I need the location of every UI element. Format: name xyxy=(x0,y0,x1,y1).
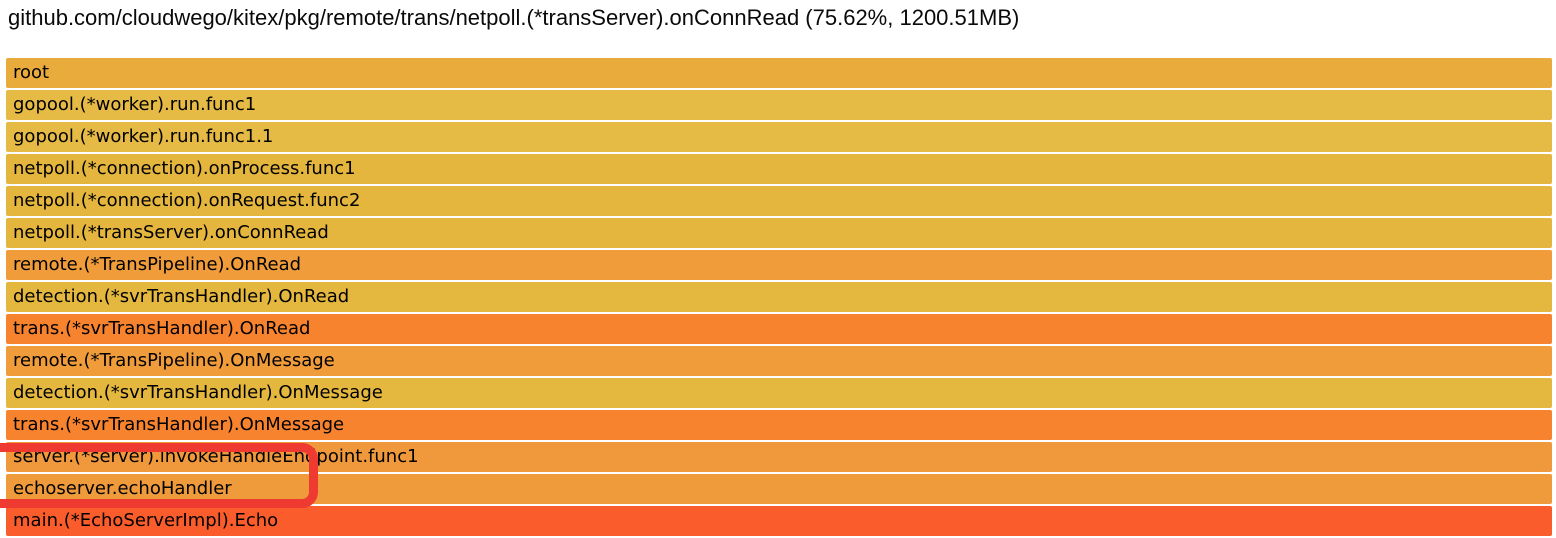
flame-frame[interactable]: root xyxy=(6,58,1552,88)
flame-frame[interactable]: main.(*EchoServerImpl).Echo xyxy=(6,506,1552,536)
flame-frame[interactable]: gopool.(*worker).run.func1 xyxy=(6,90,1552,120)
flame-frame[interactable]: trans.(*svrTransHandler).OnMessage xyxy=(6,410,1552,440)
flame-frame[interactable]: netpoll.(*connection).onRequest.func2 xyxy=(6,186,1552,216)
flame-frame[interactable]: netpoll.(*connection).onProcess.func1 xyxy=(6,154,1552,184)
flame-frame[interactable]: detection.(*svrTransHandler).OnMessage xyxy=(6,378,1552,408)
flame-frame[interactable]: remote.(*TransPipeline).OnRead xyxy=(6,250,1552,280)
flame-frame[interactable]: server.(*server).invokeHandleEndpoint.fu… xyxy=(6,442,1552,472)
selected-frame-info: github.com/cloudwego/kitex/pkg/remote/tr… xyxy=(8,5,1020,30)
flame-frame[interactable]: echoserver.echoHandler xyxy=(6,474,1552,504)
flame-frame[interactable]: detection.(*svrTransHandler).OnRead xyxy=(6,282,1552,312)
flame-frame[interactable]: netpoll.(*transServer).onConnRead xyxy=(6,218,1552,248)
flame-frame[interactable]: gopool.(*worker).run.func1.1 xyxy=(6,122,1552,152)
flame-frame[interactable]: remote.(*TransPipeline).OnMessage xyxy=(6,346,1552,376)
flame-frame[interactable]: trans.(*svrTransHandler).OnRead xyxy=(6,314,1552,344)
flamegraph: root gopool.(*worker).run.func1 gopool.(*w… xyxy=(6,58,1552,538)
